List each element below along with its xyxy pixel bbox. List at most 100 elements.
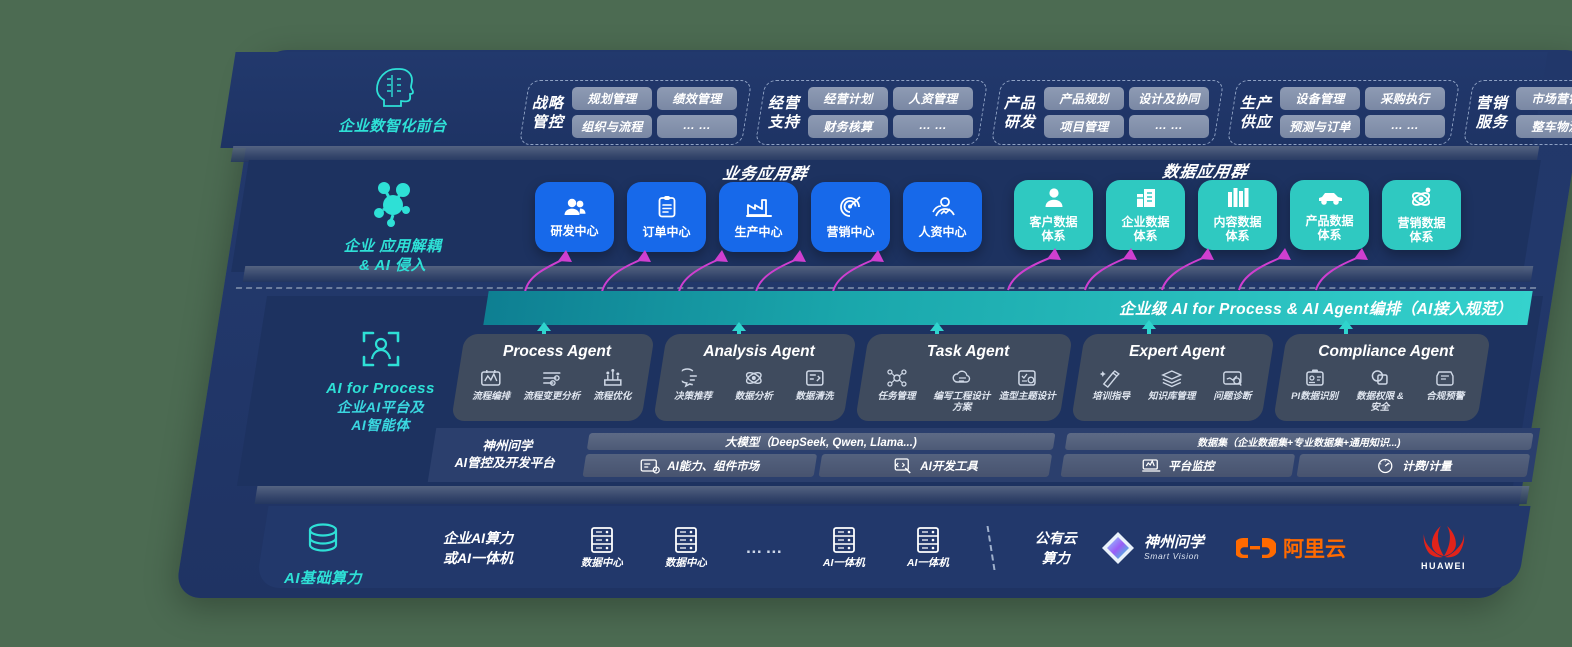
domain-tile[interactable]: 产品规划 (1044, 87, 1125, 110)
item-label: 合规预警 (1426, 391, 1465, 402)
agent-item[interactable]: 任务管理 (864, 368, 929, 413)
cell-label: AI开发工具 (919, 460, 978, 473)
clipboard-icon (657, 195, 677, 221)
card-label: 客户数据 体系 (1029, 215, 1078, 243)
huawei-logo (1423, 525, 1464, 557)
domain-tile[interactable]: … … (893, 115, 974, 138)
agent-item[interactable]: 合规预警 (1413, 368, 1478, 413)
domain-tile[interactable]: 规划管理 (572, 87, 653, 110)
rail-front-office: 企业数智化前台 (300, 66, 485, 136)
domain-tile[interactable]: … … (1365, 115, 1446, 138)
domain-tile[interactable]: 设备管理 (1280, 87, 1361, 110)
domain-group-product-rd[interactable]: 产品 研发 产品规划 设计及协同 项目管理 … … (990, 80, 1225, 145)
domain-tile[interactable]: 整车物流 (1516, 115, 1572, 138)
agent-item[interactable]: 数据权限 & 安全 (1348, 368, 1413, 413)
data-card-product[interactable]: 产品数据 体系 (1290, 180, 1369, 250)
agent-title: Task Agent (926, 343, 1010, 360)
domain-tile[interactable]: 设计及协同 (1129, 87, 1210, 110)
domain-tile[interactable]: 市场营销 (1516, 87, 1572, 110)
agent-card-analysis[interactable]: Analysis Agent 决策推荐 数据分析 数据清洗 (653, 334, 857, 421)
infra-item-aibox-2[interactable]: AI一体机 (886, 526, 970, 570)
app-card-production-center[interactable]: 生产中心 (719, 182, 798, 252)
ai-platform-strip: 神州问学 AI管控及开发平台 大模型（DeepSeek, Qwen, Llama… (427, 428, 1541, 482)
database-icon (308, 523, 338, 552)
domain-tile[interactable]: 采购执行 (1365, 87, 1446, 110)
domain-name: 战略 管控 (532, 94, 565, 131)
domain-tiles: 设备管理 采购执行 预测与订单 … … (1280, 87, 1446, 138)
agent-card-process[interactable]: Process Agent 流程编排 流程变更分析 流程优化 (451, 334, 655, 421)
infra-label: 数据中心 (664, 557, 707, 569)
agent-item[interactable]: 流程编排 (461, 368, 521, 402)
agent-card-task[interactable]: Task Agent 任务管理 编写工程设计方案 造型主题设计 (855, 334, 1073, 421)
domain-tile[interactable]: 绩效管理 (657, 87, 738, 110)
data-clean-icon (805, 370, 824, 386)
agent-item[interactable]: 培训指导 (1081, 368, 1141, 402)
atom-analysis-icon (745, 372, 762, 384)
vendor-alibaba-cloud[interactable]: 阿里云 (1235, 533, 1389, 563)
smartvision-logo (1102, 532, 1135, 564)
domain-tile[interactable]: 组织与流程 (572, 115, 653, 138)
app-card-hr-center[interactable]: 人资中心 (903, 182, 982, 252)
item-label: 培训指导 (1092, 391, 1131, 402)
orchestration-band: 企业级 AI for Process & AI Agent编排（AI接入规范） (483, 291, 1533, 325)
agent-title: Process Agent (503, 343, 612, 360)
domain-tile[interactable]: 预测与订单 (1280, 115, 1361, 138)
vendor-huawei[interactable]: HUAWEI (1389, 525, 1498, 571)
platform-cell-devtools[interactable]: AI开发工具 (818, 454, 1053, 477)
domain-group-strategy[interactable]: 战略 管控 规划管理 绩效管理 组织与流程 … … (518, 80, 753, 145)
gauge-icon (1377, 458, 1393, 473)
agent-item[interactable]: 造型主题设计 (995, 368, 1060, 413)
agent-card-compliance[interactable]: Compliance Agent PI数据识别 数据权限 & 安全 合规预警 (1273, 334, 1491, 421)
vendor-smartvision[interactable]: 神州问学 Smart Vision (1099, 529, 1236, 567)
domain-tiles: 产品规划 设计及协同 项目管理 … … (1044, 87, 1210, 138)
data-card-enterprise[interactable]: 企业数据 体系 (1106, 180, 1185, 250)
person-icon (1044, 187, 1064, 211)
training-icon (1100, 370, 1121, 388)
dataset-bar[interactable]: 数据集（企业数据集+专业数据集+通用知识...) (1064, 433, 1534, 450)
domain-tile[interactable]: 财务核算 (808, 115, 889, 138)
agent-item[interactable]: 数据清洗 (784, 368, 844, 402)
infra-item-aibox-1[interactable]: AI一体机 (802, 526, 886, 570)
bars-icon (1227, 187, 1249, 211)
decision-icon (682, 368, 698, 388)
platform-cell-monitor[interactable]: 平台监控 (1060, 454, 1295, 477)
app-card-rd-center[interactable]: 研发中心 (535, 182, 614, 252)
agent-item[interactable]: 问题诊断 (1202, 368, 1262, 402)
overlap-icon (1371, 370, 1388, 385)
agent-item[interactable]: 决策推荐 (663, 368, 723, 402)
vendor-name: 阿里云 (1282, 538, 1346, 561)
domain-tile[interactable]: 人资管理 (893, 87, 974, 110)
vendor-sub: Smart Vision (1144, 551, 1200, 562)
agent-card-expert[interactable]: Expert Agent 培训指导 知识库管理 问题诊断 (1071, 334, 1275, 421)
large-model-bar[interactable]: 大模型（DeepSeek, Qwen, Llama...) (586, 433, 1056, 450)
agent-item[interactable]: 数据分析 (724, 368, 784, 402)
data-card-content[interactable]: 内容数据 体系 (1198, 180, 1277, 250)
domain-tile[interactable]: … … (1129, 115, 1210, 138)
domain-group-operations[interactable]: 经营 支持 经营计划 人资管理 财务核算 … … (754, 80, 989, 145)
platform-cell-market[interactable]: AI能力、组件市场 (582, 454, 817, 477)
infra-item-datacenter-2[interactable]: 数据中心 (644, 526, 728, 570)
agent-item[interactable]: 流程优化 (582, 368, 642, 402)
app-card-marketing-center[interactable]: 营销中心 (811, 182, 890, 252)
platform-cell-billing[interactable]: 计费/计量 (1296, 454, 1531, 477)
app-card-order-center[interactable]: 订单中心 (627, 182, 706, 252)
infra-item-datacenter-1[interactable]: 数据中心 (560, 526, 644, 570)
rail-title: AI基础算力 (283, 570, 362, 587)
data-card-marketing[interactable]: 营销数据 体系 (1382, 180, 1461, 250)
diagnosis-icon (1222, 371, 1242, 386)
item-label: 造型主题设计 (998, 391, 1056, 402)
platform-label-line2: AI管控及开发平台 (454, 456, 555, 470)
item-label: 问题诊断 (1213, 391, 1252, 402)
domain-tiles: 规划管理 绩效管理 组织与流程 … … (572, 87, 738, 138)
domain-tile[interactable]: 经营计划 (808, 87, 889, 110)
agent-title: Analysis Agent (703, 343, 815, 360)
agent-item[interactable]: 编写工程设计方案 (930, 368, 995, 413)
agent-item[interactable]: 知识库管理 (1142, 368, 1202, 402)
domain-group-production-supply[interactable]: 生产 供应 设备管理 采购执行 预测与订单 … … (1226, 80, 1461, 145)
data-card-customer[interactable]: 客户数据 体系 (1014, 180, 1093, 250)
domain-tile[interactable]: … … (657, 115, 738, 138)
agent-item[interactable]: 流程变更分析 (522, 368, 582, 402)
agent-item[interactable]: PI数据识别 (1282, 368, 1347, 413)
domain-tile[interactable]: 项目管理 (1044, 115, 1125, 138)
